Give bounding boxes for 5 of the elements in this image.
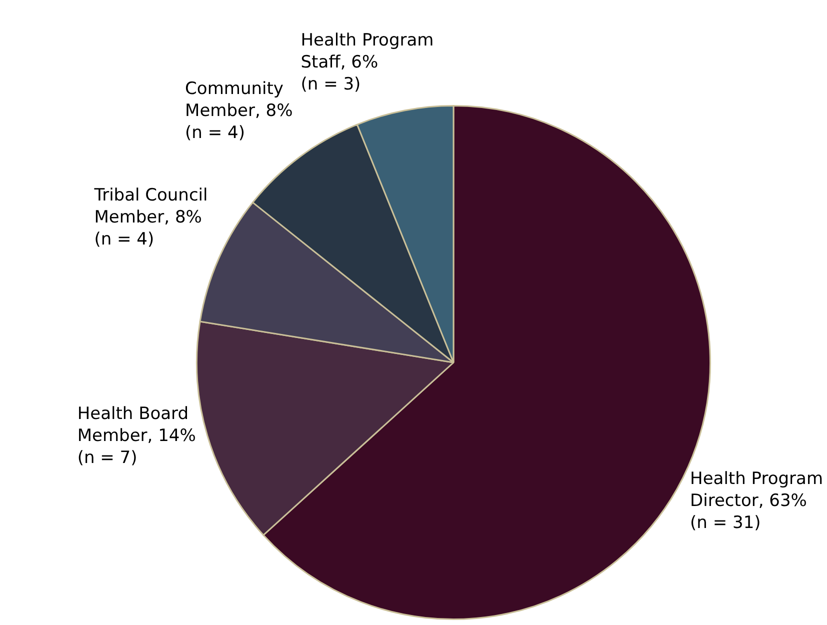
slice-label: Community Member, 8% (n = 4) bbox=[185, 79, 293, 144]
slice-label: Health Board Member, 14% (n = 7) bbox=[77, 404, 196, 468]
slice-label: Health Program Director, 63% (n = 31) bbox=[690, 469, 824, 534]
slice-label: Tribal Council Member, 8% (n = 4) bbox=[93, 186, 208, 250]
slice-label: Health Program Staff, 6% (n = 3) bbox=[300, 30, 434, 95]
